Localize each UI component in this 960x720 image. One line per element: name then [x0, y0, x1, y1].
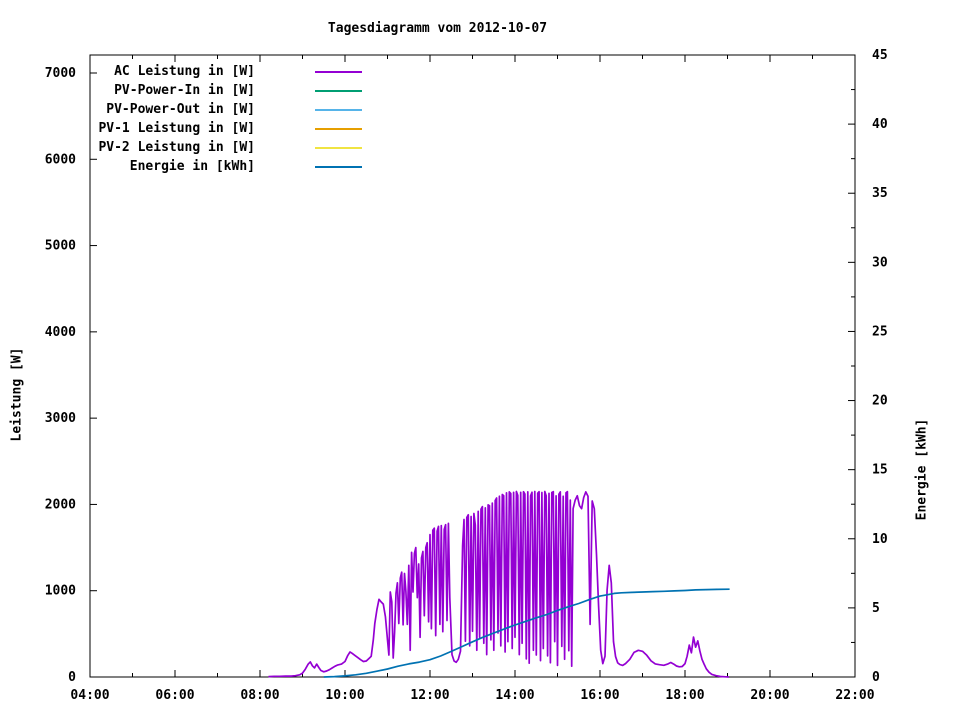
y-right-tick-label: 45 — [872, 48, 888, 63]
legend-item-pv-1-leistung: PV-1 Leistung in [W] — [95, 119, 362, 138]
y-left-tick-label: 3000 — [45, 411, 76, 426]
x-tick-label: 22:00 — [835, 688, 874, 703]
x-tick-label: 16:00 — [580, 688, 619, 703]
y-left-tick-label: 6000 — [45, 152, 76, 167]
legend-item-pv-power-in: PV-Power-In in [W] — [95, 81, 362, 100]
legend-line-swatch-pv-power-out — [315, 108, 362, 111]
y-right-tick-label: 15 — [872, 463, 888, 478]
x-tick-label: 10:00 — [325, 688, 364, 703]
legend-label-ac-leistung: AC Leistung in [W] — [114, 64, 255, 79]
legend-label-energie: Energie in [kWh] — [129, 159, 255, 174]
x-tick-label: 12:00 — [410, 688, 449, 703]
legend-line-swatch-pv-1-leistung — [315, 127, 362, 130]
y-right-tick-label: 20 — [872, 394, 888, 409]
x-tick-label: 18:00 — [665, 688, 704, 703]
y-right-tick-label: 10 — [872, 532, 888, 547]
legend-label-pv-power-in: PV-Power-In in [W] — [114, 83, 255, 98]
y-right-tick-label: 30 — [872, 255, 888, 270]
legend-line-swatch-pv-2-leistung — [315, 146, 362, 149]
y-left-tick-label: 0 — [68, 670, 76, 685]
legend-label-pv-power-out: PV-Power-Out in [W] — [106, 102, 255, 117]
x-tick-label: 14:00 — [495, 688, 534, 703]
y-left-tick-label: 1000 — [45, 584, 76, 599]
y-right-tick-label: 0 — [872, 670, 880, 685]
legend-line-swatch-energie — [315, 165, 362, 168]
legend-item-ac-leistung: AC Leistung in [W] — [95, 62, 362, 81]
y-left-tick-label: 4000 — [45, 325, 76, 340]
y-left-tick-label: 5000 — [45, 239, 76, 254]
y-right-tick-label: 25 — [872, 324, 888, 339]
legend-item-pv-2-leistung: PV-2 Leistung in [W] — [95, 138, 362, 157]
y-right-tick-label: 35 — [872, 186, 888, 201]
x-tick-label: 20:00 — [750, 688, 789, 703]
legend-label-pv-2-leistung: PV-2 Leistung in [W] — [98, 140, 255, 155]
x-tick-label: 04:00 — [70, 688, 109, 703]
y-left-tick-label: 2000 — [45, 497, 76, 512]
chart-title: Tagesdiagramm vom 2012-10-07 — [327, 21, 548, 36]
y-right-tick-label: 5 — [872, 601, 880, 616]
legend-line-swatch-pv-power-in — [315, 89, 362, 92]
legend-item-energie: Energie in [kWh] — [95, 157, 362, 176]
legend-item-pv-power-out: PV-Power-Out in [W] — [95, 100, 362, 119]
y-left-tick-label: 7000 — [45, 66, 76, 81]
series-line-ac-leistung — [268, 490, 729, 678]
x-tick-label: 06:00 — [155, 688, 194, 703]
legend-label-pv-1-leistung: PV-1 Leistung in [W] — [98, 121, 255, 136]
y-right-tick-label: 40 — [872, 117, 888, 132]
series-line-energie — [323, 588, 730, 678]
legend: AC Leistung in [W] PV-Power-In in [W] PV-P… — [95, 62, 362, 176]
legend-line-swatch-ac-leistung — [315, 70, 362, 73]
x-tick-label: 08:00 — [240, 688, 279, 703]
